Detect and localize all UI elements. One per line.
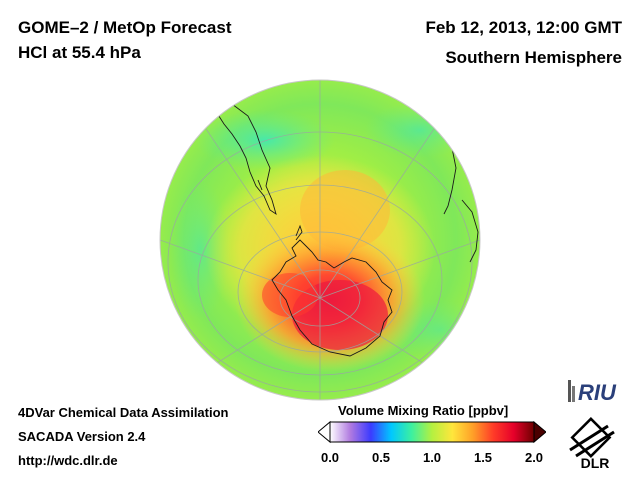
globe-outline xyxy=(159,79,481,401)
colorbar-tick-label: 0.0 xyxy=(320,450,340,465)
map-subtitle: HCl at 55.4 hPa xyxy=(18,43,141,62)
dlr-logo: DLR xyxy=(569,416,615,471)
colorbar-tick-label: 0.5 xyxy=(371,450,391,465)
colorbar xyxy=(318,420,546,444)
forecast-date: Feb 12, 2013, 12:00 GMT xyxy=(425,18,622,37)
colorbar-tick-label: 1.0 xyxy=(422,450,442,465)
field-layer xyxy=(160,80,480,400)
svg-text:RIU: RIU xyxy=(578,380,617,405)
footer-link[interactable]: http://wdc.dlr.de xyxy=(18,453,118,468)
svg-text:DLR: DLR xyxy=(581,455,610,471)
colorbar-tick-label: 2.0 xyxy=(524,450,544,465)
footer-line2: SACADA Version 2.4 xyxy=(18,429,146,444)
region-label: Southern Hemisphere xyxy=(445,48,622,67)
riu-logo: RIU xyxy=(568,380,617,405)
colorbar-min-arrow xyxy=(318,420,331,444)
footer-line1: 4DVar Chemical Data Assimilation xyxy=(18,405,229,420)
colorbar-title: Volume Mixing Ratio [ppbv] xyxy=(338,403,509,418)
colorbar-ramp xyxy=(329,421,535,443)
graticule xyxy=(160,80,480,400)
colorbar-tick-label: 1.5 xyxy=(473,450,493,465)
map-title: GOME–2 / MetOp Forecast xyxy=(18,18,232,37)
colorbar-max-arrow xyxy=(533,420,546,444)
